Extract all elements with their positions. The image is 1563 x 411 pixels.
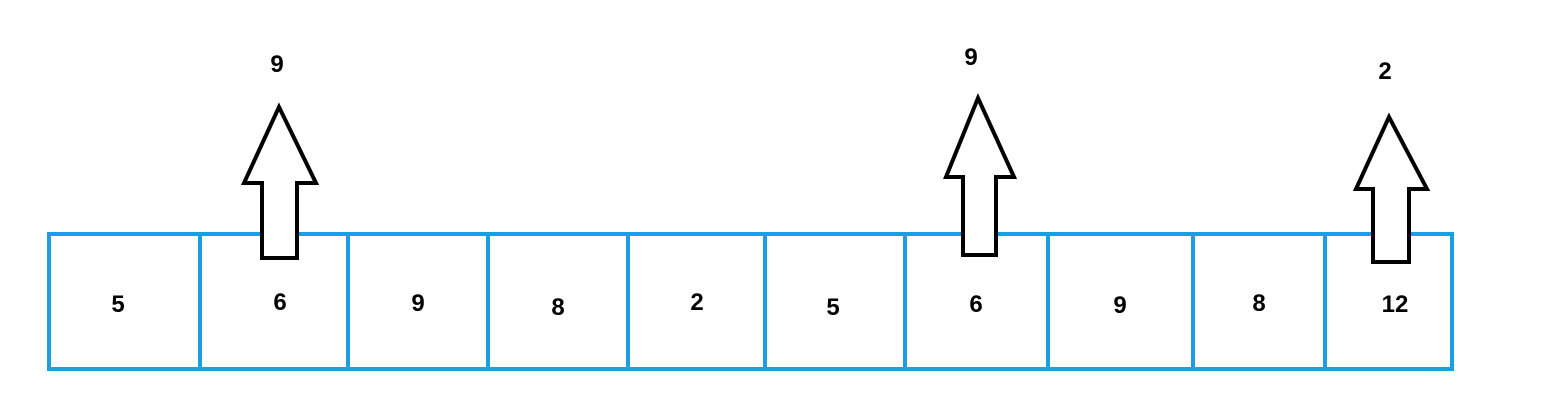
up-arrow-icon	[240, 102, 320, 260]
array-cell-value: 8	[1252, 290, 1265, 317]
up-arrow-icon	[943, 92, 1018, 257]
arrow-label: 9	[270, 51, 283, 78]
arrow-label: 9	[964, 44, 977, 71]
array-cell-value: 12	[1382, 291, 1409, 318]
arrow-label: 2	[1378, 58, 1391, 85]
array-cell-value: 2	[690, 289, 703, 316]
array-cell-value: 6	[273, 289, 286, 316]
array-strip	[47, 232, 1454, 371]
pointer-arrows	[240, 92, 1431, 264]
array-cell-value: 5	[111, 291, 124, 318]
array-cell-value: 9	[1113, 292, 1126, 319]
arrow-labels: 9 9 2	[270, 44, 1391, 85]
array-values: 5 6 9 8 2 5 6 9 8 12	[111, 289, 1408, 321]
array-cell-value: 8	[551, 294, 564, 321]
up-arrow-icon	[1352, 112, 1431, 264]
array-cell-value: 9	[411, 290, 424, 317]
array-cell-value: 5	[826, 294, 839, 321]
array-frame	[47, 232, 1454, 371]
array-cell-value: 6	[969, 291, 982, 318]
